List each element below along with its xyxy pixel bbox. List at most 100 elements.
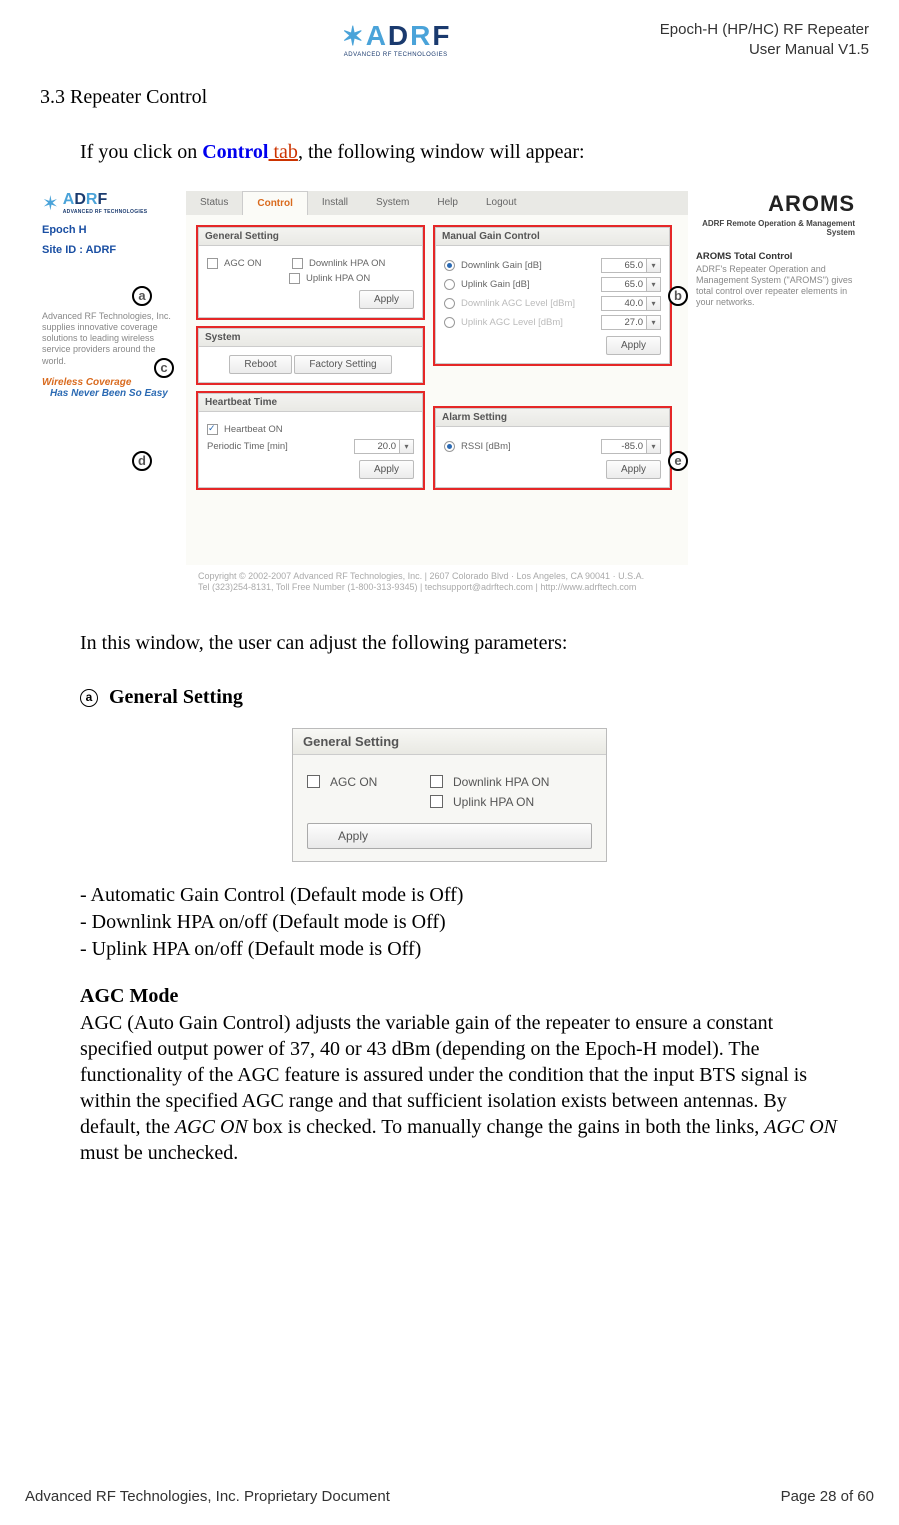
tab-logout[interactable]: Logout	[472, 191, 531, 215]
agc-p2: box is checked. To manually change the g…	[248, 1116, 764, 1138]
zoom-ulhpa-label: Uplink HPA ON	[453, 795, 534, 809]
callout-d: d	[132, 451, 152, 471]
ss-logo-sub: ADVANCED RF TECHNOLOGIES	[63, 209, 148, 215]
logo-star-icon: ✶	[342, 21, 364, 52]
panel-general-setting: General Setting AGC ON Downlink HPA ON U…	[198, 227, 423, 318]
aroms-panel-desc: ADRF's Repeater Operation and Management…	[696, 264, 855, 309]
panel-alarm: Alarm Setting RSSI [dBm]-85.0▾ Apply	[435, 408, 670, 488]
ul-gain-radio[interactable]	[444, 279, 455, 290]
panel-title: Heartbeat Time	[199, 394, 422, 412]
general-apply-button[interactable]: Apply	[359, 290, 414, 309]
agc-label: AGC ON	[224, 258, 286, 269]
period-input[interactable]: 20.0	[354, 439, 400, 454]
callout-e: e	[668, 451, 688, 471]
inline-callout-a: a	[80, 689, 98, 707]
intro-text: If you click on Control tab, the followi…	[80, 139, 844, 165]
heartbeat-checkbox[interactable]	[207, 424, 218, 435]
footer-left: Advanced RF Technologies, Inc. Proprieta…	[25, 1488, 390, 1505]
zoom-agc-checkbox[interactable]	[307, 775, 320, 788]
callout-b: b	[668, 286, 688, 306]
general-setting-head-text: General Setting	[104, 686, 243, 708]
dropdown-arrow-icon[interactable]: ▾	[647, 277, 661, 292]
reboot-button[interactable]: Reboot	[229, 355, 291, 374]
agc-p3: must be unchecked.	[80, 1142, 238, 1164]
ss-slogan-2: Has Never Been So Easy	[50, 388, 180, 399]
ul-agc-radio[interactable]	[444, 317, 455, 328]
ulhpa-checkbox[interactable]	[289, 273, 300, 284]
panel-system: System Reboot Factory Setting	[198, 328, 423, 383]
tab-system[interactable]: System	[362, 191, 423, 215]
logo-letter: F	[432, 20, 449, 52]
ss-logo: ✶ ADRFADVANCED RF TECHNOLOGIES	[42, 191, 180, 216]
rssi-input[interactable]: -85.0	[601, 439, 647, 454]
heartbeat-label: Heartbeat ON	[224, 424, 283, 435]
aroms-logo: AROMS	[696, 191, 855, 217]
panel-title: System	[199, 329, 422, 347]
alarm-apply-button[interactable]: Apply	[606, 460, 661, 479]
tab-control[interactable]: Control	[242, 191, 308, 215]
panel-title: General Setting	[199, 228, 422, 246]
dropdown-arrow-icon[interactable]: ▾	[400, 439, 414, 454]
tab-status[interactable]: Status	[186, 191, 242, 215]
bullet-1: - Automatic Gain Control (Default mode i…	[80, 882, 874, 909]
ss-slogan-1: Wireless Coverage	[42, 377, 180, 388]
ss-device-name: Epoch H	[42, 224, 180, 236]
ss-main: Status Control Install System Help Logou…	[186, 181, 688, 565]
factory-button[interactable]: Factory Setting	[294, 355, 391, 374]
ul-agc-input[interactable]: 27.0	[601, 315, 647, 330]
panel-heartbeat: Heartbeat Time Heartbeat ON Periodic Tim…	[198, 393, 423, 488]
rssi-radio[interactable]	[444, 441, 455, 452]
dl-gain-input[interactable]: 65.0	[601, 258, 647, 273]
ss-footer-line2: Tel (323)254-8131, Toll Free Number (1-8…	[198, 582, 863, 594]
zoom-general-setting-panel: General Setting AGC ON Downlink HPA ON U…	[292, 728, 607, 862]
tab-help[interactable]: Help	[423, 191, 472, 215]
ss-site-id: Site ID : ADRF	[42, 244, 180, 256]
doc-title-block: Epoch-H (HP/HC) RF Repeater User Manual …	[450, 20, 875, 61]
zoom-ulhpa-checkbox[interactable]	[430, 795, 443, 808]
aroms-panel-title: AROMS Total Control	[696, 251, 855, 262]
zoom-dlhpa-checkbox[interactable]	[430, 775, 443, 788]
zoom-apply-button[interactable]: Apply	[307, 823, 592, 849]
dropdown-arrow-icon[interactable]: ▾	[647, 296, 661, 311]
dl-agc-label: Downlink AGC Level [dBm]	[461, 298, 595, 309]
control-link-blue: Control	[202, 141, 268, 163]
panel-title: Manual Gain Control	[436, 228, 669, 246]
rssi-label: RSSI [dBm]	[461, 441, 595, 452]
aroms-subtitle: ADRF Remote Operation & Management Syste…	[696, 219, 855, 237]
dl-agc-input[interactable]: 40.0	[601, 296, 647, 311]
ul-gain-input[interactable]: 65.0	[601, 277, 647, 292]
ss-logo-text: ADRFADVANCED RF TECHNOLOGIES	[63, 191, 148, 215]
dl-agc-radio[interactable]	[444, 298, 455, 309]
adrf-logo: ✶ ADRF ADVANCED RF TECHNOLOGIES	[342, 20, 450, 58]
logo-letter: D	[388, 20, 408, 52]
ul-gain-label: Uplink Gain [dB]	[461, 279, 595, 290]
ss-footer: Copyright © 2002-2007 Advanced RF Techno…	[36, 565, 863, 604]
doc-title: Epoch-H (HP/HC) RF Repeater	[450, 20, 870, 40]
bullet-list: - Automatic Gain Control (Default mode i…	[80, 882, 874, 963]
zoom-dlhpa-label: Downlink HPA ON	[453, 775, 549, 789]
ul-agc-label: Uplink AGC Level [dBm]	[461, 317, 595, 328]
heartbeat-apply-button[interactable]: Apply	[359, 460, 414, 479]
dropdown-arrow-icon[interactable]: ▾	[647, 315, 661, 330]
dl-gain-label: Downlink Gain [dB]	[461, 260, 595, 271]
dlhpa-checkbox[interactable]	[292, 258, 303, 269]
after-screenshot-text: In this window, the user can adjust the …	[80, 630, 844, 656]
logo-letter: R	[410, 20, 430, 52]
dropdown-arrow-icon[interactable]: ▾	[647, 258, 661, 273]
mgc-apply-button[interactable]: Apply	[606, 336, 661, 355]
ulhpa-label: Uplink HPA ON	[306, 273, 370, 284]
section-title: 3.3 Repeater Control	[40, 86, 874, 109]
tab-install[interactable]: Install	[308, 191, 362, 215]
zoom-agc-label: AGC ON	[330, 775, 430, 789]
agc-checkbox[interactable]	[207, 258, 218, 269]
intro-prefix: If you click on	[80, 141, 202, 163]
control-screenshot: ✶ ADRFADVANCED RF TECHNOLOGIES Epoch H S…	[35, 180, 864, 605]
dl-gain-radio[interactable]	[444, 260, 455, 271]
dropdown-arrow-icon[interactable]: ▾	[647, 439, 661, 454]
bullet-2: - Downlink HPA on/off (Default mode is O…	[80, 909, 874, 936]
logo-letter: A	[366, 20, 386, 52]
ss-footer-line1: Copyright © 2002-2007 Advanced RF Techno…	[198, 571, 863, 583]
panel-manual-gain: Manual Gain Control Downlink Gain [dB] 65…	[435, 227, 670, 364]
footer-right: Page 28 of 60	[781, 1488, 874, 1505]
logo-text: ✶ ADRF	[342, 20, 450, 52]
